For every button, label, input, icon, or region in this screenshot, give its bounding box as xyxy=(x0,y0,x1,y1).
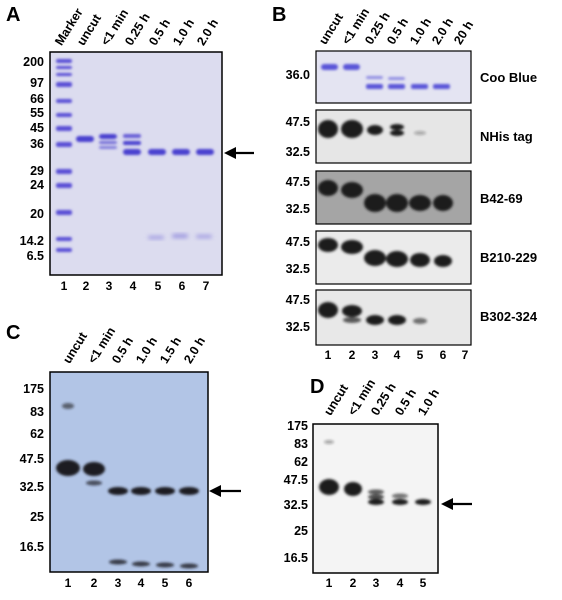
mw-label: 200 xyxy=(23,55,44,69)
mw-label: 55 xyxy=(30,106,44,120)
lane-number: 6 xyxy=(178,279,186,293)
lane-number: 6 xyxy=(439,348,447,362)
mw-label: 83 xyxy=(294,437,308,451)
mw-label: 47.5 xyxy=(285,115,310,129)
mw-label: 24 xyxy=(30,178,44,192)
arrow-c xyxy=(209,485,241,497)
mw-label: 25 xyxy=(294,524,308,538)
lane-number: 3 xyxy=(372,576,380,590)
lane-number: 5 xyxy=(161,576,169,590)
panel-b-blots xyxy=(315,50,472,346)
mw-label: 32.5 xyxy=(19,480,44,494)
mw-label: 6.5 xyxy=(26,249,44,263)
mw-label: 47.5 xyxy=(285,235,310,249)
mw-label: 32.5 xyxy=(285,202,310,216)
lane-number: 3 xyxy=(105,279,113,293)
lane-number: 1 xyxy=(64,576,72,590)
mw-label: 20 xyxy=(30,207,44,221)
panel-d-letter: D xyxy=(310,376,325,398)
mw-label: 36 xyxy=(30,137,44,151)
mw-label: 62 xyxy=(30,427,44,441)
mw-label: 45 xyxy=(30,121,44,135)
mw-label: 175 xyxy=(23,382,44,396)
mw-label: 32.5 xyxy=(285,145,310,159)
mw-label: 66 xyxy=(30,92,44,106)
panel-c-blot xyxy=(49,371,209,573)
marker-lane-bands xyxy=(56,59,72,252)
lane-number: 4 xyxy=(393,348,401,362)
lane-number: 1 xyxy=(324,348,332,362)
lane-number: 2 xyxy=(348,348,356,362)
lane-number: 5 xyxy=(416,348,424,362)
mw-label: 36.0 xyxy=(285,68,310,82)
mw-label: 47.5 xyxy=(285,293,310,307)
blot-label-coo-blue: Coo Blue xyxy=(480,70,538,85)
lane-number: 1 xyxy=(325,576,333,590)
mw-label: 16.5 xyxy=(283,551,308,565)
mw-label: 16.5 xyxy=(19,540,44,554)
mw-label: 14.2 xyxy=(19,234,44,248)
lane-number: 3 xyxy=(114,576,122,590)
mw-label: 47.5 xyxy=(283,473,308,487)
mw-label: 32.5 xyxy=(283,498,308,512)
lane-number: 4 xyxy=(396,576,404,590)
lane-number: 2 xyxy=(349,576,357,590)
lane-number: 2 xyxy=(82,279,90,293)
mw-label: 175 xyxy=(287,419,308,433)
mw-label: 32.5 xyxy=(285,262,310,276)
lane-number: 5 xyxy=(419,576,427,590)
blot-label-b302-324: B302-324 xyxy=(480,309,538,324)
mw-label: 25 xyxy=(30,510,44,524)
mw-label: 29 xyxy=(30,164,44,178)
arrow-a xyxy=(224,147,254,159)
panel-a-gel xyxy=(49,51,223,276)
lane-number: 3 xyxy=(371,348,379,362)
blot-label-b42-69: B42-69 xyxy=(480,191,523,206)
arrow-d xyxy=(441,498,472,510)
lane-number: 1 xyxy=(60,279,68,293)
blot-label-b210-229: B210-229 xyxy=(480,250,538,265)
lane-number: 7 xyxy=(202,279,210,293)
mw-label: 47.5 xyxy=(19,452,44,466)
mw-label: 32.5 xyxy=(285,320,310,334)
blot-label-nhis-tag: NHis tag xyxy=(480,129,533,144)
panel-d-blot xyxy=(312,423,439,574)
mw-label: 47.5 xyxy=(285,175,310,189)
lane-number: 4 xyxy=(129,279,137,293)
panel-a-letter: A xyxy=(6,4,21,26)
panel-b-letter: B xyxy=(272,4,287,26)
mw-label: 97 xyxy=(30,76,44,90)
lane-number: 2 xyxy=(90,576,98,590)
panel-a-small-fragments xyxy=(148,234,212,239)
mw-label: 62 xyxy=(294,455,308,469)
lane-number: 4 xyxy=(137,576,145,590)
lane-number: 5 xyxy=(154,279,162,293)
mw-label: 83 xyxy=(30,405,44,419)
panel-a-sample-bands xyxy=(76,134,214,155)
panel-c-letter: C xyxy=(6,322,21,344)
lane-number: 7 xyxy=(461,348,469,362)
lane-number: 6 xyxy=(185,576,193,590)
